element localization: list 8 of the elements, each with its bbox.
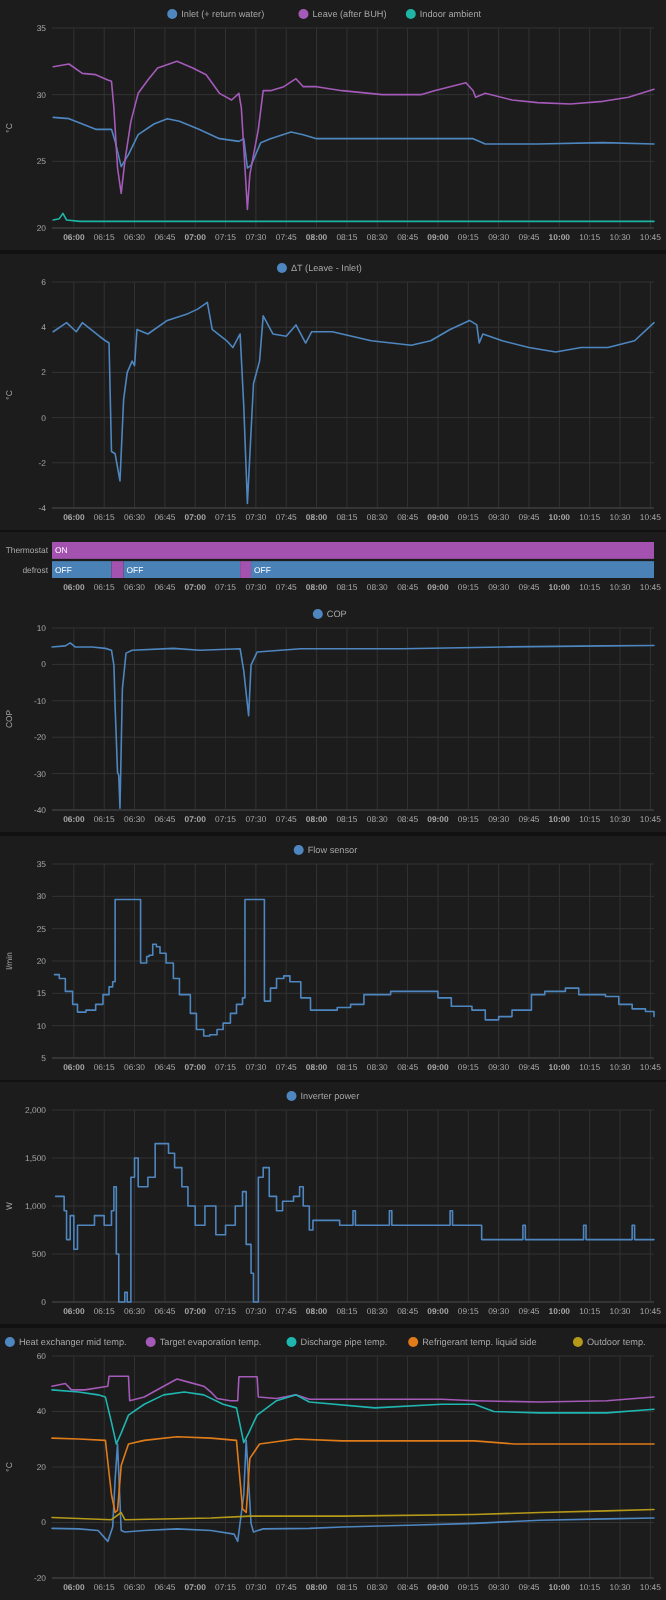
line-series <box>52 60 655 211</box>
line-series <box>52 116 655 169</box>
line-series <box>51 1389 655 1445</box>
line-series <box>51 1435 655 1514</box>
line-series <box>51 1439 655 1543</box>
line-series <box>52 301 655 505</box>
line-series <box>51 1375 655 1403</box>
line-series <box>51 642 655 809</box>
